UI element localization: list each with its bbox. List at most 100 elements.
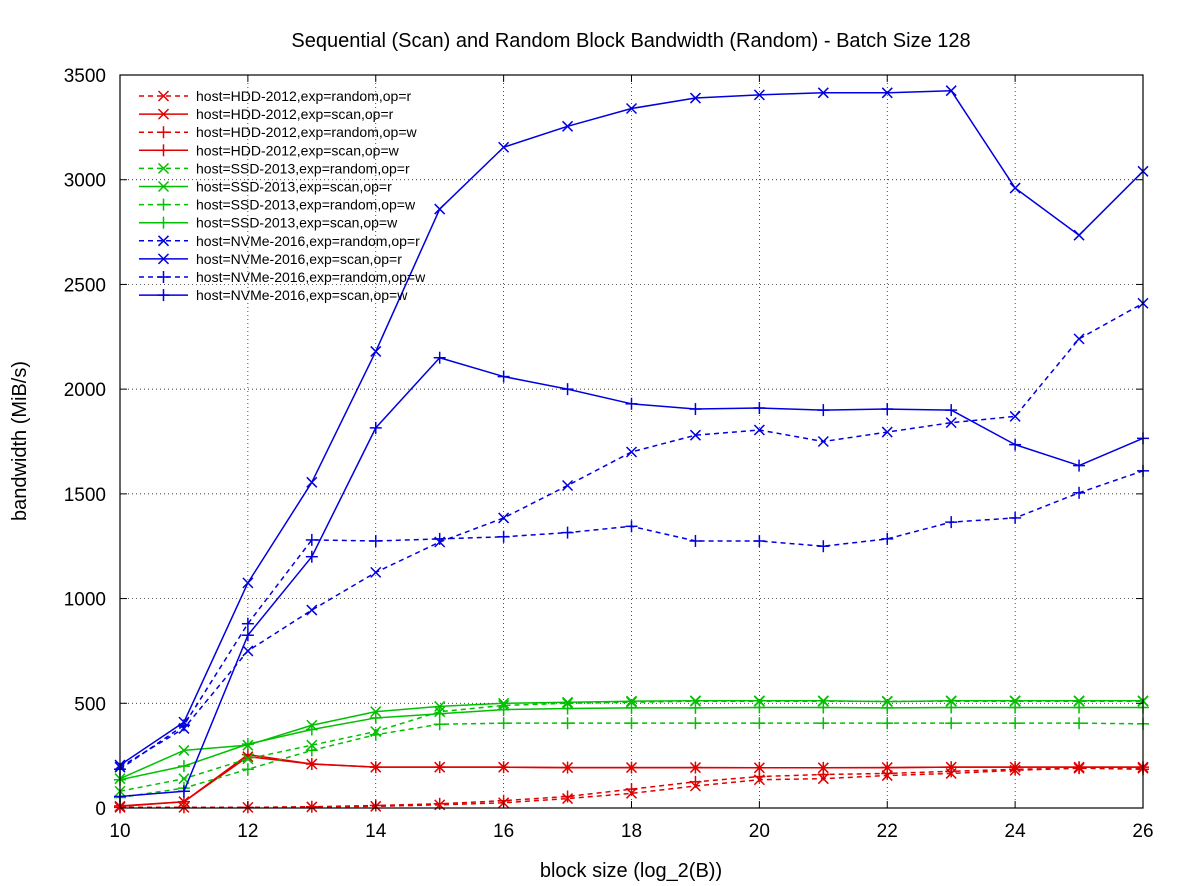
data-point bbox=[433, 761, 446, 774]
y-tick-label: 500 bbox=[74, 694, 106, 715]
data-point bbox=[498, 697, 510, 709]
legend-label: host=HDD-2012,exp=scan,op=r bbox=[196, 106, 394, 122]
y-tick-label: 2000 bbox=[64, 380, 106, 401]
data-point bbox=[306, 604, 318, 616]
data-point bbox=[817, 540, 830, 553]
data-point bbox=[881, 701, 894, 714]
data-point bbox=[370, 566, 382, 578]
data-point bbox=[945, 701, 958, 714]
data-point bbox=[625, 520, 638, 533]
data-point bbox=[305, 744, 318, 757]
data-point bbox=[561, 383, 574, 396]
data-point bbox=[689, 534, 702, 547]
legend-item: host=SSD-2013,exp=scan,op=r bbox=[139, 179, 392, 195]
data-point bbox=[562, 479, 574, 492]
legend-marker bbox=[157, 271, 170, 283]
data-point bbox=[1073, 333, 1085, 345]
x-tick-label: 12 bbox=[237, 821, 258, 842]
legend-label: host=NVMe-2016,exp=random,op=r bbox=[196, 233, 420, 249]
legend-marker bbox=[157, 289, 170, 302]
data-point bbox=[1009, 438, 1022, 451]
legend-item: host=SSD-2013,exp=scan,op=w bbox=[139, 215, 398, 231]
data-point bbox=[1009, 717, 1022, 730]
data-point bbox=[689, 761, 702, 774]
legend-item: host=NVMe-2016,exp=random,op=r bbox=[139, 233, 420, 249]
legend-item: host=NVMe-2016,exp=scan,op=w bbox=[139, 287, 408, 303]
data-point bbox=[881, 696, 893, 708]
grid bbox=[120, 75, 1143, 808]
legend-label: host=HDD-2012,exp=random,op=r bbox=[196, 88, 412, 104]
data-point bbox=[945, 717, 958, 730]
data-point bbox=[178, 744, 190, 756]
data-point bbox=[881, 761, 894, 774]
data-point bbox=[241, 629, 254, 642]
data-point bbox=[561, 761, 574, 774]
data-point bbox=[369, 534, 382, 547]
data-point bbox=[945, 516, 958, 529]
x-axis-label: block size (log_2(B)) bbox=[540, 860, 722, 882]
data-point bbox=[625, 695, 638, 707]
data-point bbox=[945, 85, 957, 97]
legend-item: host=HDD-2012,exp=scan,op=w bbox=[139, 142, 400, 158]
data-point bbox=[177, 760, 190, 773]
legend-label: host=SSD-2013,exp=scan,op=r bbox=[196, 179, 392, 195]
data-point bbox=[498, 512, 510, 524]
legend-marker bbox=[157, 162, 170, 174]
data-point bbox=[1009, 511, 1022, 524]
data-point bbox=[753, 717, 766, 730]
x-tick-label: 26 bbox=[1132, 821, 1153, 842]
data-point bbox=[370, 345, 382, 357]
data-point bbox=[433, 707, 446, 720]
legend-marker bbox=[157, 108, 170, 120]
data-point bbox=[1009, 695, 1021, 707]
data-point bbox=[369, 711, 382, 724]
data-point bbox=[561, 717, 574, 730]
data-point bbox=[817, 717, 830, 730]
data-point bbox=[1073, 486, 1086, 499]
data-point bbox=[497, 703, 510, 716]
data-point bbox=[1009, 410, 1021, 422]
series-line bbox=[119, 700, 1143, 792]
legend-label: host=SSD-2013,exp=scan,op=w bbox=[196, 215, 398, 231]
data-point bbox=[306, 476, 318, 488]
legend-item: host=NVMe-2016,exp=random,op=w bbox=[139, 269, 426, 285]
legend-marker bbox=[157, 235, 170, 247]
data-point bbox=[689, 403, 702, 416]
data-point bbox=[497, 717, 510, 730]
data-point bbox=[1073, 761, 1086, 774]
data-point bbox=[305, 800, 318, 813]
data-point bbox=[945, 404, 958, 417]
legend-item: host=NVMe-2016,exp=scan,op=r bbox=[139, 251, 402, 267]
data-point bbox=[625, 446, 638, 458]
legend-label: host=NVMe-2016,exp=scan,op=w bbox=[196, 287, 408, 303]
data-point bbox=[241, 617, 254, 630]
data-point bbox=[1073, 229, 1085, 241]
data-point bbox=[369, 761, 382, 774]
data-point bbox=[1073, 701, 1086, 714]
legend-label: host=HDD-2012,exp=random,op=w bbox=[196, 124, 418, 140]
data-point bbox=[305, 533, 318, 546]
y-tick-label: 3500 bbox=[64, 66, 106, 87]
data-point bbox=[434, 203, 446, 215]
data-point bbox=[625, 761, 638, 774]
data-point bbox=[305, 723, 318, 736]
data-point bbox=[561, 790, 574, 803]
data-point bbox=[689, 695, 701, 707]
data-point bbox=[242, 645, 254, 657]
data-point bbox=[1009, 182, 1021, 194]
data-point bbox=[753, 761, 766, 774]
data-point bbox=[625, 701, 638, 714]
legend-label: host=SSD-2013,exp=random,op=r bbox=[196, 160, 410, 176]
data-point bbox=[498, 141, 510, 153]
x-tick-label: 24 bbox=[1005, 821, 1027, 842]
data-point bbox=[1073, 717, 1086, 730]
data-point bbox=[305, 758, 318, 771]
data-point bbox=[689, 92, 701, 104]
data-point bbox=[242, 753, 254, 765]
data-point bbox=[497, 530, 510, 543]
data-point bbox=[177, 719, 190, 732]
data-point bbox=[753, 534, 766, 547]
data-point bbox=[625, 102, 638, 115]
data-point bbox=[625, 717, 638, 730]
